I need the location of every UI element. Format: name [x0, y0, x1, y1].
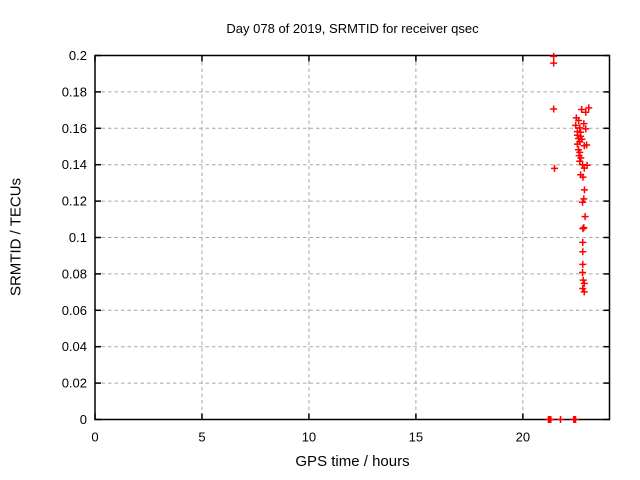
data-point	[580, 224, 588, 232]
data-point	[579, 225, 587, 233]
data-point	[573, 140, 581, 148]
y-tick-label: 0.18	[62, 84, 87, 99]
y-tick-label: 0.1	[69, 230, 87, 245]
data-point	[580, 279, 588, 287]
data-point	[580, 186, 588, 194]
x-tick-label: 15	[409, 430, 423, 445]
y-tick-label: 0.14	[62, 157, 87, 172]
data-point	[579, 173, 587, 181]
y-tick-label: 0.16	[62, 121, 87, 136]
y-tick-label: 0.04	[62, 339, 87, 354]
data-point	[579, 260, 587, 268]
data-point	[579, 198, 587, 206]
data-point	[585, 104, 593, 112]
y-tick-label: 0.08	[62, 266, 87, 281]
data-point	[575, 116, 583, 124]
data-point	[580, 288, 588, 296]
data-point	[573, 131, 581, 139]
plot-border	[94, 54, 611, 421]
data-point	[551, 164, 559, 172]
data-point	[579, 276, 587, 284]
data-point	[579, 238, 587, 246]
data-point	[571, 416, 579, 423]
chart-title: Day 078 of 2019, SRMTID for receiver qse…	[226, 21, 479, 36]
data-point	[581, 213, 589, 221]
data-point	[557, 416, 565, 423]
data-point	[579, 268, 587, 276]
y-tick-label: 0.2	[69, 48, 87, 63]
data-point	[582, 125, 590, 133]
data-point	[550, 52, 558, 60]
data-point	[579, 248, 587, 256]
y-tick-label: 0	[80, 412, 87, 427]
data-point	[576, 124, 584, 132]
y-tick-label: 0.12	[62, 194, 87, 209]
data-point	[582, 108, 590, 116]
y-tick-label: 0.02	[62, 376, 87, 391]
data-point	[577, 154, 585, 162]
x-tick-label: 0	[91, 430, 98, 445]
data-point	[550, 105, 558, 113]
data-point	[579, 284, 587, 292]
data-point	[572, 121, 580, 129]
x-axis-label: GPS time / hours	[295, 453, 410, 470]
y-tick-label: 0.06	[62, 303, 87, 318]
data-point	[580, 120, 588, 128]
x-tick-label: 10	[302, 430, 316, 445]
data-point	[547, 416, 555, 423]
data-point	[580, 164, 588, 172]
data-point	[550, 59, 558, 67]
data-point	[583, 141, 591, 149]
x-tick-label: 5	[198, 430, 205, 445]
data-point	[580, 195, 588, 203]
data-point	[578, 106, 586, 114]
x-tick-label: 20	[516, 430, 530, 445]
